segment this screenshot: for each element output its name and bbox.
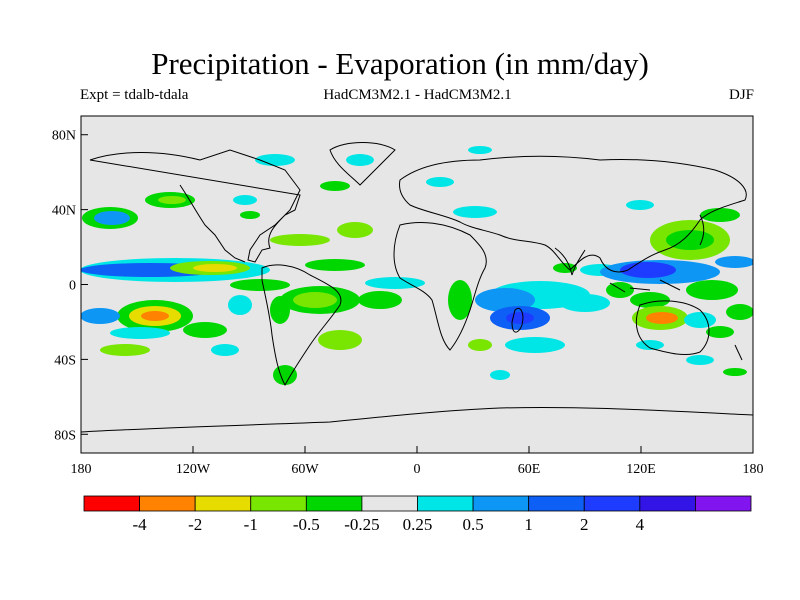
lat-tick-label: 80S — [54, 428, 76, 443]
colorbar-label: -2 — [188, 515, 202, 534]
colorbar-swatch — [83, 495, 140, 512]
colorbar-labels: -4 -2 -1 -0.5 -0.25 0.25 0.5 1 2 4 — [132, 515, 644, 534]
lon-tick-label: 120W — [176, 462, 211, 477]
colorbar-label: -0.25 — [344, 515, 379, 534]
lat-tick-label: 40S — [54, 353, 76, 368]
coastlines — [81, 142, 753, 433]
colorbar-label: -4 — [132, 515, 147, 534]
latitude-axis: 80N 40N 0 40S 80S — [52, 129, 88, 443]
colorbar-swatch — [583, 495, 641, 512]
lon-tick-label: 60E — [518, 462, 541, 477]
colorbar-swatch — [250, 495, 307, 512]
experiment-label: Expt = tdalb-tdala — [80, 87, 189, 103]
lon-tick-label: 60W — [291, 462, 319, 477]
colorbar-swatch — [139, 495, 196, 512]
lon-tick-label: 180 — [71, 462, 92, 477]
anomaly-field — [81, 146, 753, 385]
colorbar-swatch — [695, 495, 752, 512]
colorbar — [83, 495, 752, 512]
chart-title: Precipitation - Evaporation (in mm/day) — [151, 46, 649, 81]
colorbar-swatch — [194, 495, 252, 512]
colorbar-label: -0.5 — [293, 515, 320, 534]
lon-tick-label: 180 — [743, 462, 764, 477]
lat-tick-label: 40N — [52, 204, 76, 219]
lon-tick-label: 0 — [414, 462, 421, 477]
colorbar-label: 2 — [580, 515, 589, 534]
model-label: HadCM3M2.1 - HadCM3M2.1 — [323, 87, 512, 103]
colorbar-label: 0.25 — [403, 515, 433, 534]
colorbar-swatch — [472, 495, 530, 512]
colorbar-swatch — [417, 495, 474, 512]
colorbar-swatch — [528, 495, 585, 512]
colorbar-label: -1 — [244, 515, 258, 534]
colorbar-swatch — [305, 495, 363, 512]
colorbar-swatch — [361, 495, 418, 512]
longitude-axis: 180 120W 60W 0 60E 120E 180 — [71, 446, 764, 477]
season-label: DJF — [728, 87, 754, 103]
colorbar-label: 1 — [524, 515, 533, 534]
lon-tick-label: 120E — [626, 462, 656, 477]
lat-tick-label: 80N — [52, 129, 76, 144]
colorbar-swatch — [639, 495, 696, 512]
lat-tick-label: 0 — [69, 279, 76, 294]
colorbar-label: 0.5 — [462, 515, 483, 534]
colorbar-label: 4 — [636, 515, 645, 534]
